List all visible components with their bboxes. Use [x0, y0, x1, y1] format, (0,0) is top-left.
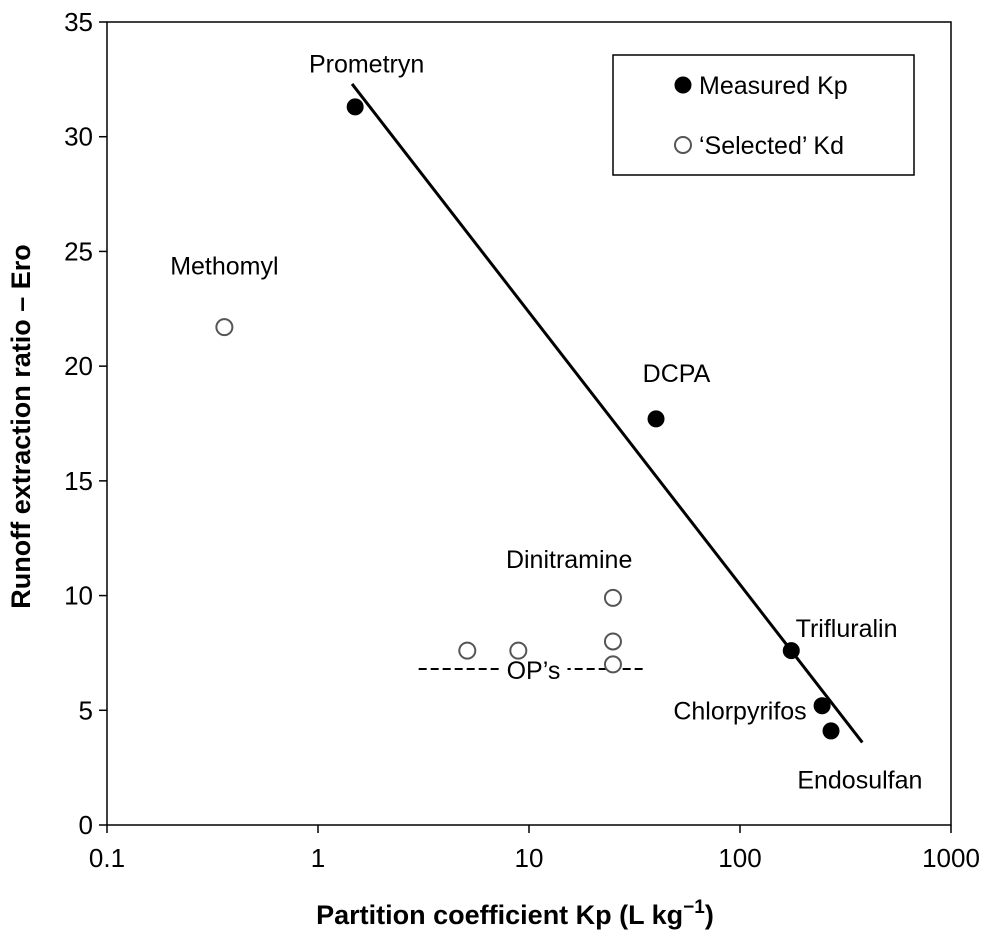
- x-tick-label: 0.1: [89, 843, 125, 873]
- y-tick-label: 0: [79, 810, 93, 840]
- selected-kd-point: [603, 588, 622, 607]
- legend-label: Measured Kp: [699, 72, 848, 100]
- legend-marker: [674, 136, 692, 154]
- measured-kp-point: [647, 410, 665, 428]
- y-tick-label: 5: [79, 695, 93, 725]
- legend-label: ‘Selected’ Kd: [699, 132, 844, 160]
- point-annotation: Methomyl: [170, 252, 278, 280]
- x-tick-label: 100: [718, 843, 761, 873]
- selected-kd-point: [509, 641, 528, 660]
- op-label-background: [499, 654, 568, 681]
- point-annotation: DCPA: [643, 360, 711, 388]
- point-annotation: Trifluralin: [796, 615, 898, 643]
- y-axis-title: Runoff extraction ratio – Ero: [6, 244, 36, 609]
- x-tick-label: 10: [515, 843, 544, 873]
- y-tick-label: 15: [64, 466, 93, 496]
- y-tick-label: 10: [64, 581, 93, 611]
- selected-kd-point: [603, 632, 622, 651]
- trend-line: [350, 83, 864, 744]
- selected-kd-point: [458, 641, 477, 660]
- y-tick-label: 30: [64, 122, 93, 152]
- op-label: OP’s: [507, 657, 561, 685]
- legend-box: [612, 54, 915, 176]
- point-annotation: Dinitramine: [506, 546, 632, 574]
- point-annotation: Chlorpyrifos: [673, 697, 806, 725]
- measured-kp-point: [346, 98, 364, 116]
- x-axis-title: Partition coefficient Kp (L kg−1): [316, 897, 714, 930]
- y-tick-label: 25: [64, 236, 93, 266]
- selected-kd-point: [603, 655, 622, 674]
- measured-kp-point: [822, 722, 840, 740]
- point-annotation: Endosulfan: [797, 766, 922, 794]
- measured-kp-point: [813, 697, 831, 715]
- x-tick-label: 1000: [922, 843, 980, 873]
- x-tick-label: 1: [311, 843, 325, 873]
- y-tick-label: 20: [64, 351, 93, 381]
- legend-marker: [674, 76, 692, 94]
- y-tick-label: 35: [64, 7, 93, 37]
- point-annotation: Prometryn: [309, 50, 424, 78]
- measured-kp-point: [782, 642, 800, 660]
- selected-kd-point: [215, 318, 234, 337]
